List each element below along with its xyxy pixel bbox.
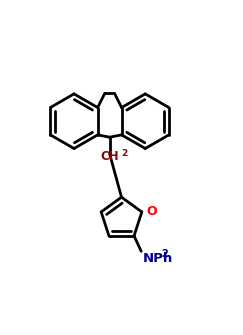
Text: O: O: [146, 205, 157, 218]
Text: 2: 2: [121, 149, 127, 158]
Text: 2: 2: [161, 249, 168, 259]
Text: NPh: NPh: [142, 252, 173, 265]
Text: CH: CH: [100, 150, 119, 163]
